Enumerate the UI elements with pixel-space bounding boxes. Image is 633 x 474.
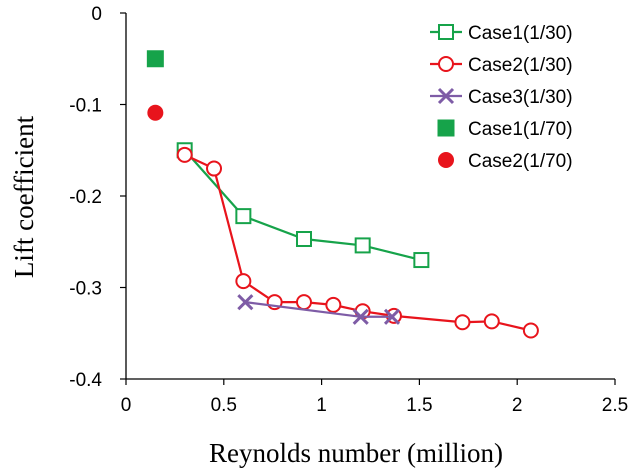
x-tick-label: 1.5 xyxy=(406,395,432,416)
data-point xyxy=(237,294,254,311)
legend-marker xyxy=(438,56,454,72)
series-case2-1-70- xyxy=(147,104,164,121)
data-point xyxy=(352,308,369,325)
legend-label: Case2(1/70) xyxy=(468,151,573,172)
y-tick-label: 0 xyxy=(91,4,102,25)
x-tick-labels: 0 0.5 1 1.5 2 2.5 xyxy=(121,379,628,416)
series-case3-1-30- xyxy=(237,294,401,325)
data-point xyxy=(176,146,193,163)
y-axis-label: Lift coefficient xyxy=(9,115,39,278)
legend-item: Case2(1/70) xyxy=(438,151,573,172)
x-tick-label: 0 xyxy=(121,395,132,416)
series-layer xyxy=(146,50,539,339)
legend-label: Case3(1/30) xyxy=(468,87,573,108)
y-tick-label: -0.2 xyxy=(69,187,102,208)
y-tick-labels: 0 -0.1 -0.2 -0.3 -0.4 xyxy=(69,4,126,391)
legend: Case1(1/30) Case2(1/30) Case3(1/30) Case1(1… xyxy=(430,23,573,172)
legend-item: Case2(1/30) xyxy=(430,55,573,76)
legend-item: Case1(1/70) xyxy=(437,119,573,140)
data-point xyxy=(383,308,401,325)
legend-item: Case3(1/30) xyxy=(430,87,573,108)
x-tick-label: 0.5 xyxy=(211,395,237,416)
legend-label: Case1(1/30) xyxy=(468,23,573,44)
legend-label: Case1(1/70) xyxy=(468,119,573,140)
legend-marker xyxy=(438,152,454,168)
y-tick-label: -0.3 xyxy=(69,279,102,300)
data-point xyxy=(295,231,312,248)
legend-label: Case2(1/30) xyxy=(468,55,573,76)
legend-marker xyxy=(438,24,454,40)
data-point xyxy=(295,294,312,311)
y-tick-label: -0.1 xyxy=(69,96,102,117)
x-tick-label: 2.5 xyxy=(602,395,628,416)
legend-marker xyxy=(437,119,455,137)
y-tick-label: -0.4 xyxy=(69,370,102,391)
data-point xyxy=(235,208,252,225)
x-axis-label: Reynolds number (million) xyxy=(209,438,503,468)
data-point xyxy=(413,252,430,269)
legend-marker xyxy=(437,87,455,105)
data-point xyxy=(325,296,342,313)
data-point xyxy=(146,50,164,68)
data-point xyxy=(354,237,371,254)
data-point xyxy=(206,160,223,177)
series-case1-1-30- xyxy=(176,142,430,269)
series-case2-1-30- xyxy=(176,146,539,339)
x-tick-label: 1 xyxy=(316,395,327,416)
x-tick-label: 2 xyxy=(512,395,523,416)
data-point xyxy=(454,314,471,331)
data-point xyxy=(522,322,539,339)
legend-item: Case1(1/30) xyxy=(430,23,573,44)
series-case1-1-70- xyxy=(146,50,164,68)
data-point xyxy=(147,104,164,121)
data-point xyxy=(483,313,500,330)
data-point xyxy=(235,273,252,290)
